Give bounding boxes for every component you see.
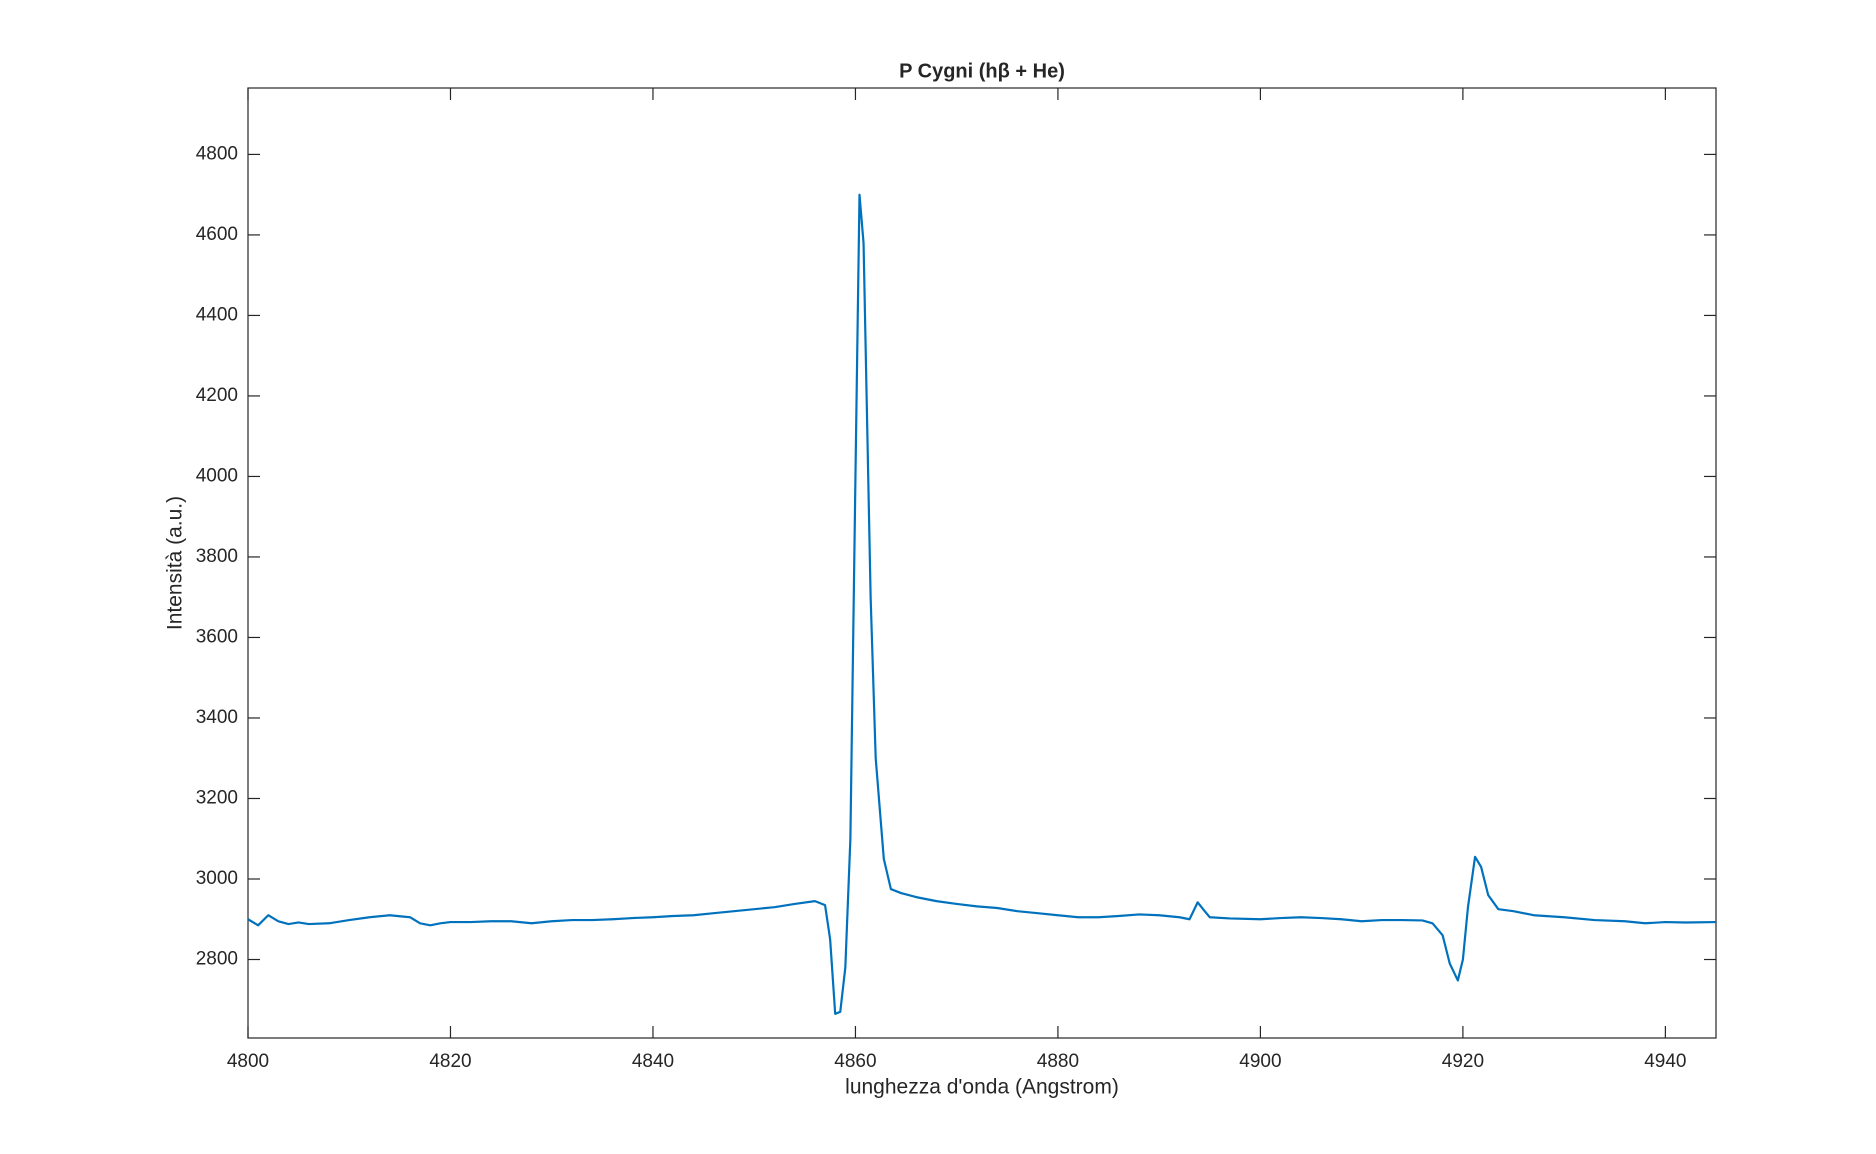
y-tick-label: 4600 — [196, 224, 238, 245]
x-tick-label: 4840 — [632, 1051, 674, 1072]
x-tick-label: 4860 — [834, 1051, 876, 1072]
y-tick-label: 3200 — [196, 788, 238, 809]
y-tick-label: 3600 — [196, 626, 238, 647]
y-tick-label: 2800 — [196, 949, 238, 970]
chart-title: P Cygni (hβ + He) — [899, 60, 1065, 82]
y-tick-label: 3800 — [196, 546, 238, 567]
plot-frame — [247, 87, 1717, 1039]
y-axis-label: Intensità (a.u.) — [164, 496, 187, 630]
x-tick-label: 4920 — [1442, 1051, 1484, 1072]
x-tick-label: 4820 — [429, 1051, 471, 1072]
x-tick-label: 4800 — [227, 1051, 269, 1072]
spectrum-line — [247, 193, 1717, 1015]
y-tick-label: 3400 — [196, 707, 238, 728]
y-tick-label: 4400 — [196, 304, 238, 325]
y-tick-label: 3000 — [196, 868, 238, 889]
x-tick-label: 4900 — [1239, 1051, 1281, 1072]
x-tick-label: 4940 — [1644, 1051, 1686, 1072]
y-tick-label: 4200 — [196, 385, 238, 406]
x-tick-label: 4880 — [1037, 1051, 1079, 1072]
y-tick-label: 4800 — [196, 143, 238, 164]
x-axis-label: lunghezza d'onda (Angstrom) — [845, 1076, 1119, 1099]
y-tick-label: 4000 — [196, 465, 238, 486]
